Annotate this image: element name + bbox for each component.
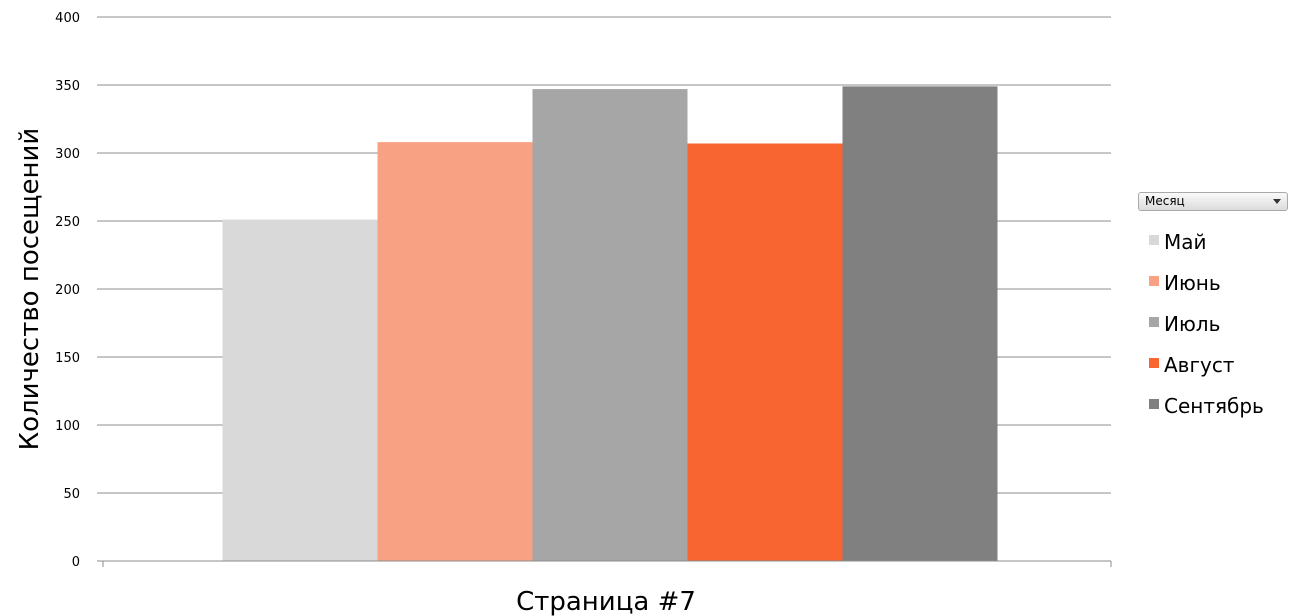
y-tick-label: 400 (55, 11, 80, 26)
y-tick-label: 200 (55, 283, 80, 298)
y-tick-label: 250 (55, 215, 80, 230)
legend-swatch (1149, 317, 1159, 327)
y-tick-label: 100 (55, 419, 80, 434)
bars (222, 86, 998, 562)
y-tick-label: 0 (72, 555, 80, 570)
legend-swatch (1149, 276, 1159, 286)
dropdown-arrow-icon[interactable] (1273, 199, 1281, 204)
legend-label[interactable]: Июнь (1164, 271, 1221, 295)
y-tick-label: 50 (63, 487, 80, 502)
legend-label[interactable]: Сентябрь (1164, 394, 1264, 418)
legend-label[interactable]: Май (1164, 230, 1207, 254)
legend-swatch (1149, 399, 1159, 409)
bar-5 (842, 86, 998, 562)
month-filter-dropdown[interactable]: Месяц (1138, 192, 1288, 211)
y-tick-label: 150 (55, 351, 80, 366)
x-axis-title: Страница #7 (516, 587, 696, 616)
legend-label[interactable]: Июль (1164, 312, 1220, 336)
legend-swatch (1149, 235, 1159, 245)
y-tick-labels: 0 50 100 150 200 250 300 350 400 (55, 11, 80, 570)
bar-4 (687, 143, 843, 562)
bar-2 (377, 142, 533, 561)
y-tick-label: 350 (55, 79, 80, 94)
bar-1 (222, 219, 378, 561)
legend: Май Июнь Июль Август Сентябрь (1149, 230, 1264, 418)
month-filter-label: Месяц (1145, 194, 1185, 208)
legend-label[interactable]: Август (1164, 353, 1235, 377)
y-tick-label: 300 (55, 147, 80, 162)
y-axis-title: Количество посещений (15, 128, 45, 451)
legend-swatch (1149, 358, 1159, 368)
bar-3 (532, 89, 688, 561)
